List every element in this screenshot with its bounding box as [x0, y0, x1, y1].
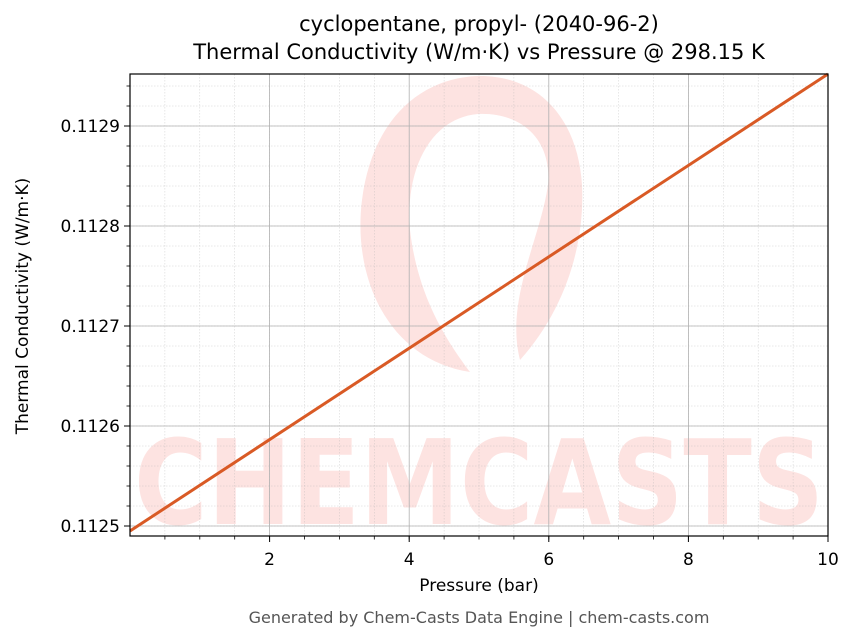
- x-tick-label: 2: [264, 550, 275, 570]
- x-tick-labels: 2 4 6 8 10: [264, 550, 839, 570]
- y-tick-label: 0.1125: [61, 517, 120, 537]
- axis-ticks: [124, 85, 829, 542]
- x-tick-label: 6: [543, 550, 554, 570]
- x-axis-label: Pressure (bar): [419, 576, 539, 596]
- footer-credit: Generated by Chem-Casts Data Engine | ch…: [248, 608, 710, 627]
- y-tick-label: 0.1126: [61, 417, 120, 437]
- chart-title-line1: cyclopentane, propyl- (2040-96-2): [299, 12, 659, 36]
- x-tick-label: 10: [817, 550, 839, 570]
- series-layer: [129, 72, 829, 533]
- y-tick-labels: 0.1125 0.1126 0.1127 0.1128 0.1129: [61, 117, 120, 537]
- y-tick-label: 0.1127: [61, 317, 120, 337]
- chart-title-line2: Thermal Conductivity (W/m·K) vs Pressure…: [193, 40, 765, 64]
- y-tick-label: 0.1128: [61, 217, 120, 237]
- y-tick-label: 0.1129: [61, 117, 120, 137]
- series-line: [129, 72, 829, 533]
- x-tick-label: 8: [683, 550, 694, 570]
- y-axis-label: Thermal Conductivity (W/m·K): [13, 177, 33, 435]
- x-tick-label: 4: [404, 550, 415, 570]
- watermark-swirl: [360, 75, 583, 372]
